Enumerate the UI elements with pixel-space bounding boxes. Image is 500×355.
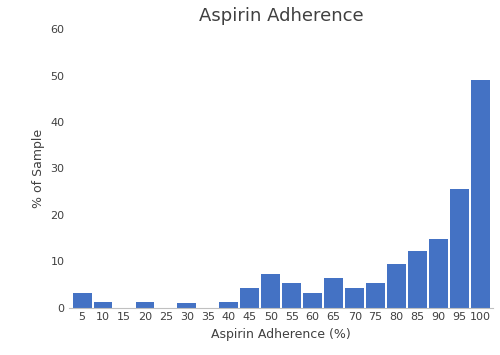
Bar bbox=[450, 189, 469, 307]
Y-axis label: % of Sample: % of Sample bbox=[32, 129, 45, 208]
Bar bbox=[429, 239, 448, 307]
Bar bbox=[408, 251, 427, 307]
Bar bbox=[387, 264, 406, 307]
Bar bbox=[304, 293, 322, 307]
Bar bbox=[136, 302, 154, 307]
X-axis label: Aspirin Adherence (%): Aspirin Adherence (%) bbox=[212, 328, 351, 341]
Bar bbox=[471, 80, 490, 307]
Bar bbox=[324, 278, 343, 307]
Bar bbox=[262, 274, 280, 307]
Bar bbox=[240, 288, 260, 307]
Bar bbox=[345, 288, 364, 307]
Bar bbox=[94, 302, 112, 307]
Bar bbox=[220, 302, 238, 307]
Bar bbox=[72, 293, 92, 307]
Bar bbox=[366, 283, 385, 307]
Bar bbox=[282, 283, 301, 307]
Title: Aspirin Adherence: Aspirin Adherence bbox=[199, 7, 364, 25]
Bar bbox=[178, 303, 197, 307]
